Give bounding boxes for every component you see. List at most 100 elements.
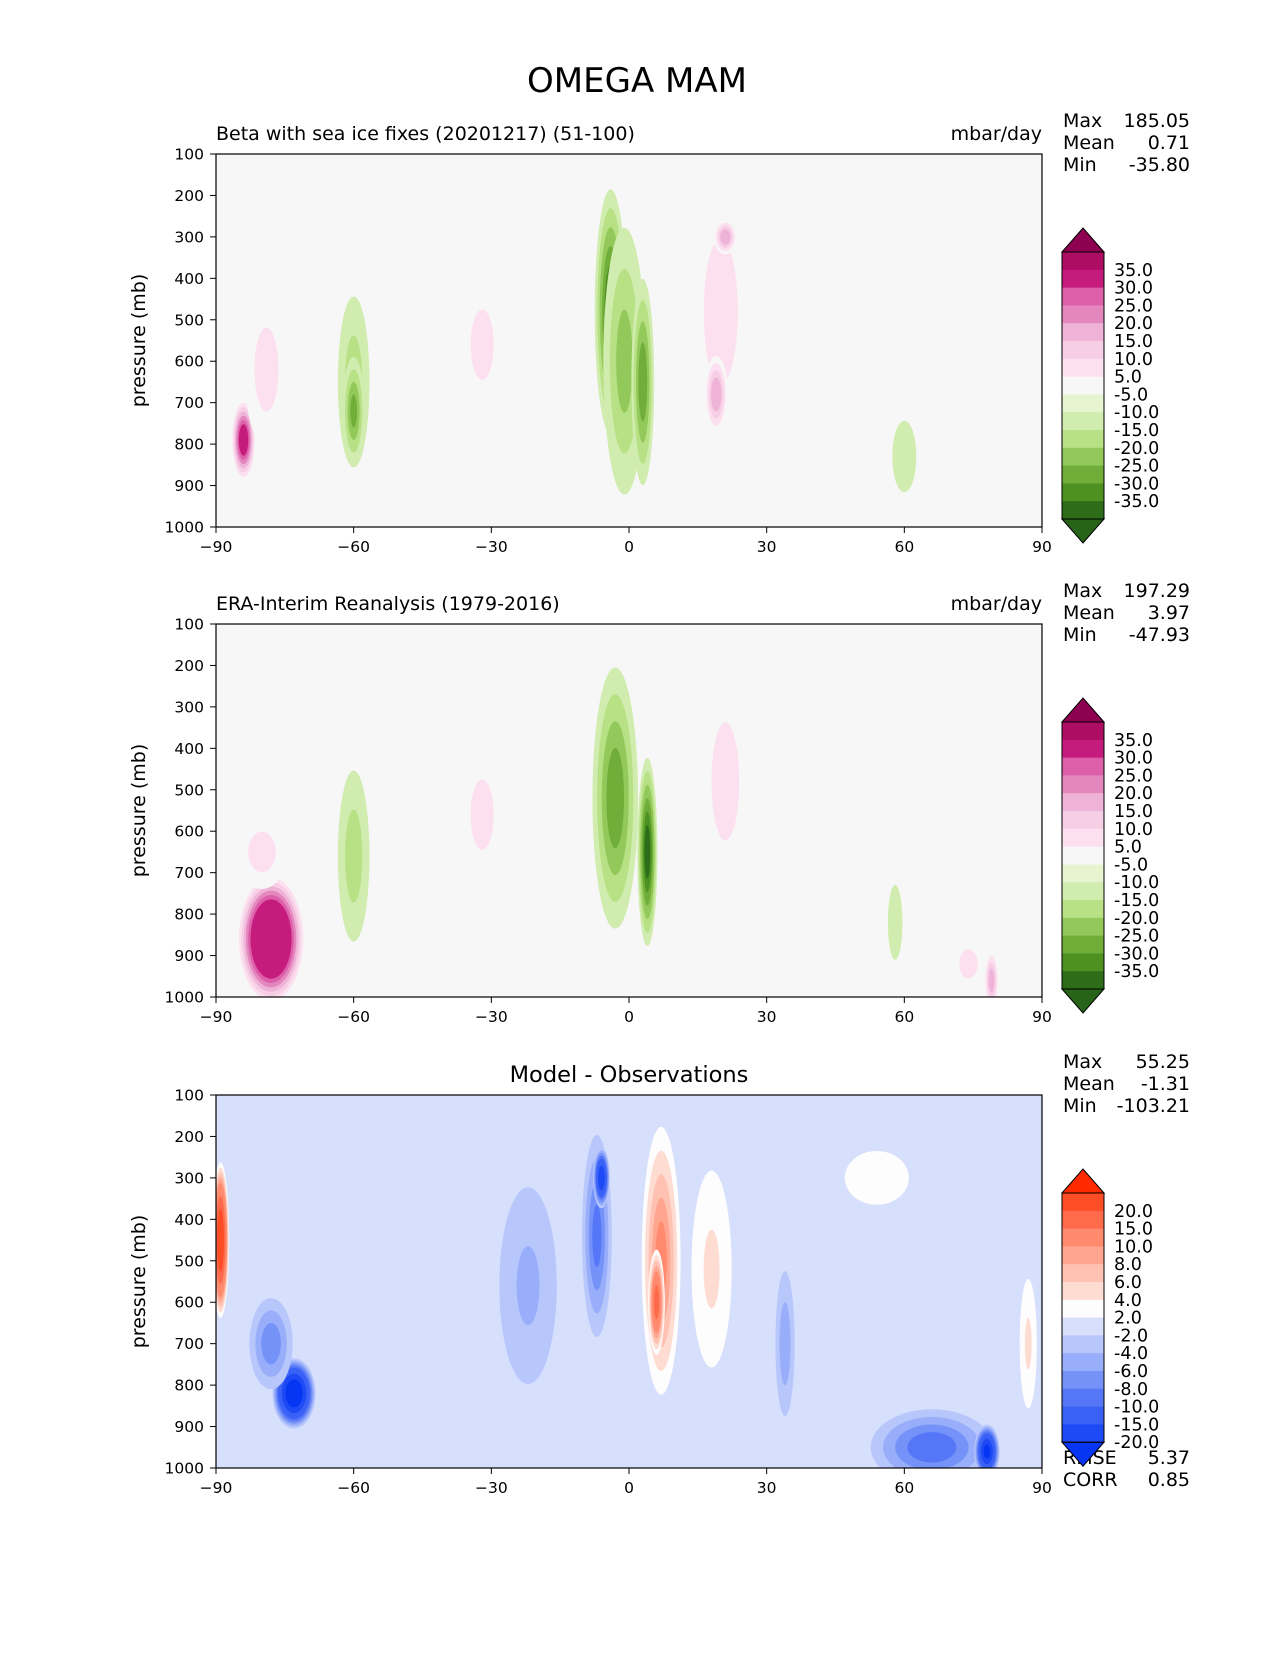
y-tick-label: 900 bbox=[174, 477, 204, 495]
y-tick-label: 1000 bbox=[165, 989, 204, 1007]
stat-label-min: Min bbox=[1063, 1095, 1097, 1117]
colorbar-label: 15.0 bbox=[1114, 802, 1153, 822]
colorbar-label: 10.0 bbox=[1114, 350, 1153, 370]
colorbar-label: -35.0 bbox=[1114, 492, 1159, 512]
colorbar-swatch bbox=[1062, 1193, 1104, 1212]
y-tick-label: 300 bbox=[174, 698, 204, 716]
contour-band bbox=[470, 779, 494, 850]
panel-title: ERA-Interim Reanalysis (1979-2016) bbox=[216, 593, 560, 615]
contour-band bbox=[711, 722, 740, 841]
colorbar-label: -5.0 bbox=[1114, 385, 1148, 405]
colorbar-swatch bbox=[1062, 953, 1104, 972]
stat-label-max: Max bbox=[1063, 110, 1102, 132]
colorbar-swatch bbox=[1062, 882, 1104, 901]
y-tick-label: 500 bbox=[174, 311, 204, 329]
contour-band bbox=[644, 825, 651, 879]
colorbar-label: -30.0 bbox=[1114, 944, 1159, 964]
y-tick-label: 100 bbox=[174, 1087, 204, 1105]
y-tick-label: 500 bbox=[174, 1252, 204, 1270]
colorbar-swatch bbox=[1062, 1353, 1104, 1372]
colorbar-swatch bbox=[1062, 483, 1104, 502]
colorbar-swatch bbox=[1062, 501, 1104, 520]
contour-band bbox=[988, 968, 995, 993]
stat-value-min: -47.93 bbox=[1129, 624, 1190, 646]
x-tick-label: 60 bbox=[894, 1479, 914, 1497]
colorbar-label: 4.0 bbox=[1114, 1291, 1142, 1311]
colorbar-label: -6.0 bbox=[1114, 1362, 1148, 1382]
x-tick-label: 30 bbox=[757, 1008, 777, 1026]
colorbar-swatch bbox=[1062, 811, 1104, 830]
x-tick-label: 30 bbox=[757, 538, 777, 556]
contour-field bbox=[231, 189, 993, 495]
contour-band bbox=[844, 1150, 909, 1205]
colorbar-label: -20.0 bbox=[1114, 1433, 1159, 1453]
y-tick-label: 300 bbox=[174, 228, 204, 246]
x-tick-label: 0 bbox=[624, 1479, 634, 1497]
colorbar-swatch bbox=[1062, 465, 1104, 484]
y-tick-label: 1000 bbox=[165, 519, 204, 537]
contour-band bbox=[892, 420, 917, 493]
x-tick-label: −30 bbox=[475, 1008, 508, 1026]
colorbar-extend-min bbox=[1060, 518, 1106, 544]
colorbar-label: 10.0 bbox=[1114, 820, 1153, 840]
x-tick-label: −90 bbox=[200, 1479, 233, 1497]
contour-band bbox=[345, 809, 363, 903]
y-tick-label: 700 bbox=[174, 864, 204, 882]
figure-title: OMEGA MAM bbox=[527, 61, 747, 101]
colorbar-frame bbox=[1061, 251, 1105, 520]
x-tick-label: 90 bbox=[1032, 538, 1052, 556]
colorbar-swatch bbox=[1062, 1424, 1104, 1443]
y-tick-label: 600 bbox=[174, 353, 204, 371]
colorbar-swatch bbox=[1062, 722, 1104, 741]
colorbar-label: 2.0 bbox=[1114, 1309, 1142, 1329]
colorbar-swatch bbox=[1062, 775, 1104, 794]
x-tick-label: 60 bbox=[894, 1008, 914, 1026]
y-axis-label: pressure (mb) bbox=[128, 1215, 150, 1349]
stat-value-corr: 0.85 bbox=[1148, 1469, 1190, 1491]
contour-band bbox=[983, 1444, 991, 1459]
colorbar-swatch bbox=[1062, 1282, 1104, 1301]
x-tick-label: 0 bbox=[624, 1008, 634, 1026]
colorbar-extend-max bbox=[1060, 697, 1106, 723]
x-tick-label: 90 bbox=[1032, 1479, 1052, 1497]
colorbar-swatch bbox=[1062, 1228, 1104, 1247]
colorbar-swatch bbox=[1062, 828, 1104, 848]
colorbar-label: -15.0 bbox=[1114, 421, 1159, 441]
contour-band bbox=[653, 1285, 660, 1320]
colorbar-swatch bbox=[1062, 1246, 1104, 1265]
y-tick-label: 700 bbox=[174, 394, 204, 412]
contour-band bbox=[616, 309, 633, 413]
colorbar-swatch bbox=[1062, 430, 1104, 449]
contour-band bbox=[887, 885, 903, 960]
contour-band bbox=[959, 949, 978, 979]
contour-band bbox=[238, 424, 249, 456]
stat-value-mean: -1.31 bbox=[1141, 1073, 1190, 1095]
colorbar-label: -10.0 bbox=[1114, 1398, 1159, 1418]
colorbar-swatch bbox=[1062, 739, 1104, 759]
colorbar-swatch bbox=[1062, 846, 1104, 865]
colorbar-swatch bbox=[1062, 935, 1104, 954]
colorbar-label: 25.0 bbox=[1114, 766, 1153, 786]
colorbar-label: 30.0 bbox=[1114, 749, 1153, 769]
colorbar-label: 15.0 bbox=[1114, 1220, 1153, 1240]
stat-label-corr: CORR bbox=[1063, 1469, 1118, 1491]
units-label: mbar/day bbox=[951, 593, 1042, 615]
stat-value-max: 197.29 bbox=[1124, 580, 1190, 602]
x-tick-label: −30 bbox=[475, 1479, 508, 1497]
contour-band bbox=[261, 1322, 281, 1365]
contour-band bbox=[638, 342, 648, 422]
colorbar-extend-max bbox=[1060, 227, 1106, 253]
colorbar-label: -5.0 bbox=[1114, 855, 1148, 875]
colorbar-label: 20.0 bbox=[1114, 784, 1153, 804]
y-tick-label: 300 bbox=[174, 1169, 204, 1187]
colorbar-label: -15.0 bbox=[1114, 1415, 1159, 1435]
colorbar-swatch bbox=[1062, 1406, 1104, 1425]
colorbar-label: 6.0 bbox=[1114, 1273, 1142, 1293]
stat-label-min: Min bbox=[1063, 624, 1097, 646]
colorbar-label: 20.0 bbox=[1114, 1202, 1153, 1222]
colorbar-swatch bbox=[1062, 1210, 1104, 1230]
y-tick-label: 400 bbox=[174, 1211, 204, 1229]
colorbar-extend-max bbox=[1060, 1168, 1106, 1194]
colorbar-label: -25.0 bbox=[1114, 457, 1159, 477]
x-tick-label: 60 bbox=[894, 538, 914, 556]
